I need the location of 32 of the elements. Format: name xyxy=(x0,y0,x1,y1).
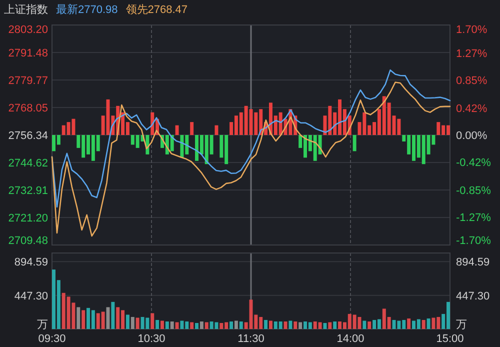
x-tick-label: 14:00 xyxy=(336,333,364,345)
y-tick-label: 2803.20 xyxy=(8,24,48,36)
y-tick-label: 2791.48 xyxy=(8,48,48,60)
y-tick-label: 2709.48 xyxy=(8,235,48,247)
y2-tick-label: 0.00% xyxy=(456,130,488,142)
y2-tick-label: -0.42% xyxy=(456,157,492,170)
y2-tick-label: 0.42% xyxy=(456,102,488,115)
x-tick-label: 11:30 xyxy=(238,333,264,345)
text: 最新2770.98 xyxy=(56,3,118,16)
x-tick-label: 10:30 xyxy=(138,333,166,345)
y2-tick-label: -1.70% xyxy=(456,235,492,247)
y-tick-label: 2732.91 xyxy=(8,185,48,197)
y2-tick-label: -0.85% xyxy=(456,185,492,197)
y2-tick-label: 1.70% xyxy=(456,24,488,36)
y-tick-label: 2779.77 xyxy=(8,75,48,87)
x-tick-label: 09:30 xyxy=(38,333,66,345)
y-tick-label: 447.30 xyxy=(14,290,48,302)
y2-tick-label: -1.27% xyxy=(456,212,492,224)
y-tick-label: 万 xyxy=(37,319,48,331)
y2-tick-label: 1.27% xyxy=(456,48,488,60)
y-tick-label: 2744.62 xyxy=(8,158,48,170)
chart-title: 上证指数 xyxy=(4,3,48,16)
y-tick-label: 2768.05 xyxy=(8,102,48,115)
y2-tick-label: 万 xyxy=(456,319,467,331)
y2-tick-label: 447.30 xyxy=(456,290,490,302)
y-tick-label: 2721.20 xyxy=(8,212,48,224)
y2-tick-label: 894.59 xyxy=(456,256,490,269)
x-tick-label: 15:00 xyxy=(436,333,464,345)
text: 领先2768.47 xyxy=(126,3,188,16)
y-tick-label: 2756.34 xyxy=(8,130,48,142)
y-tick-label: 894.59 xyxy=(14,256,48,269)
y2-tick-label: 0.85% xyxy=(456,75,488,87)
